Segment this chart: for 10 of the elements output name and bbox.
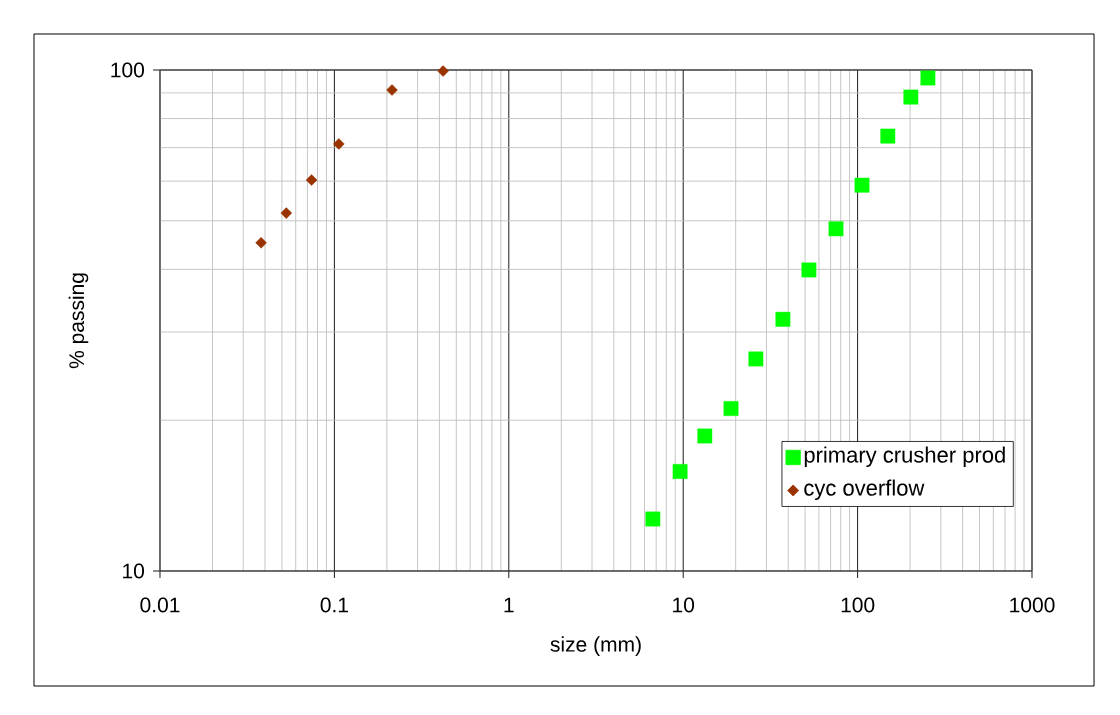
legend-label: primary crusher prod [804,446,1005,468]
x-tick-label: 1 [504,597,514,613]
x-tick-label: 1000 [1010,597,1055,613]
x-tick-label: 0.1 [320,597,348,613]
x-axis-title: size (mm) [550,636,641,656]
x-tick-label: 10 [673,597,695,613]
legend-label: cyc overflow [804,479,925,501]
y-axis-title: % passing [68,273,89,369]
x-tick-label: 100 [841,597,875,613]
x-tick-label: 0.01 [140,597,180,613]
